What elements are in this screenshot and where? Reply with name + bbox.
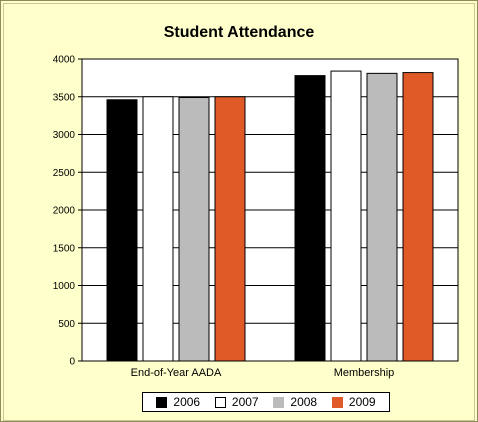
y-tick-label: 3000 bbox=[53, 130, 76, 141]
legend-swatch bbox=[214, 396, 226, 408]
legend-label: 2006 bbox=[173, 395, 201, 409]
bar-2009 bbox=[402, 72, 434, 362]
bar-2007 bbox=[330, 70, 362, 362]
legend-swatch bbox=[156, 396, 168, 408]
y-tick-label: 2500 bbox=[53, 168, 76, 179]
chart-title: Student Attendance bbox=[163, 24, 315, 41]
legend-swatch bbox=[331, 396, 343, 408]
legend-label: 2008 bbox=[290, 395, 318, 409]
legend-label: 2009 bbox=[348, 395, 376, 409]
legend-item-2008: 2008 bbox=[273, 395, 317, 409]
bar-2007 bbox=[142, 96, 174, 362]
y-tick-label: 1000 bbox=[53, 281, 76, 292]
legend-item-2009: 2009 bbox=[331, 395, 376, 409]
x-category-label: End-of-Year AADA bbox=[131, 367, 222, 379]
legend-item-2007: 2007 bbox=[214, 395, 259, 409]
y-tick-label: 0 bbox=[69, 357, 75, 368]
y-tick-label: 2000 bbox=[53, 206, 76, 217]
bar-2006 bbox=[294, 75, 326, 362]
plot-frame bbox=[81, 58, 459, 362]
y-tick-label: 500 bbox=[58, 319, 75, 330]
y-tick-label: 4000 bbox=[53, 55, 76, 66]
legend-swatch bbox=[273, 396, 285, 408]
y-tick-label: 3500 bbox=[53, 92, 76, 103]
chart-inner-border bbox=[3, 3, 475, 421]
y-tick-label: 1500 bbox=[53, 243, 76, 254]
legend-label: 2007 bbox=[231, 395, 259, 409]
legend-item-2006: 2006 bbox=[156, 395, 200, 409]
bar-2008 bbox=[178, 97, 210, 362]
bar-2006 bbox=[106, 99, 138, 362]
bar-2009 bbox=[214, 96, 246, 362]
bar-2008 bbox=[366, 72, 398, 362]
chart-legend: 2006 2007 2008 2009 bbox=[142, 392, 390, 412]
x-category-label: Membership bbox=[334, 367, 395, 379]
